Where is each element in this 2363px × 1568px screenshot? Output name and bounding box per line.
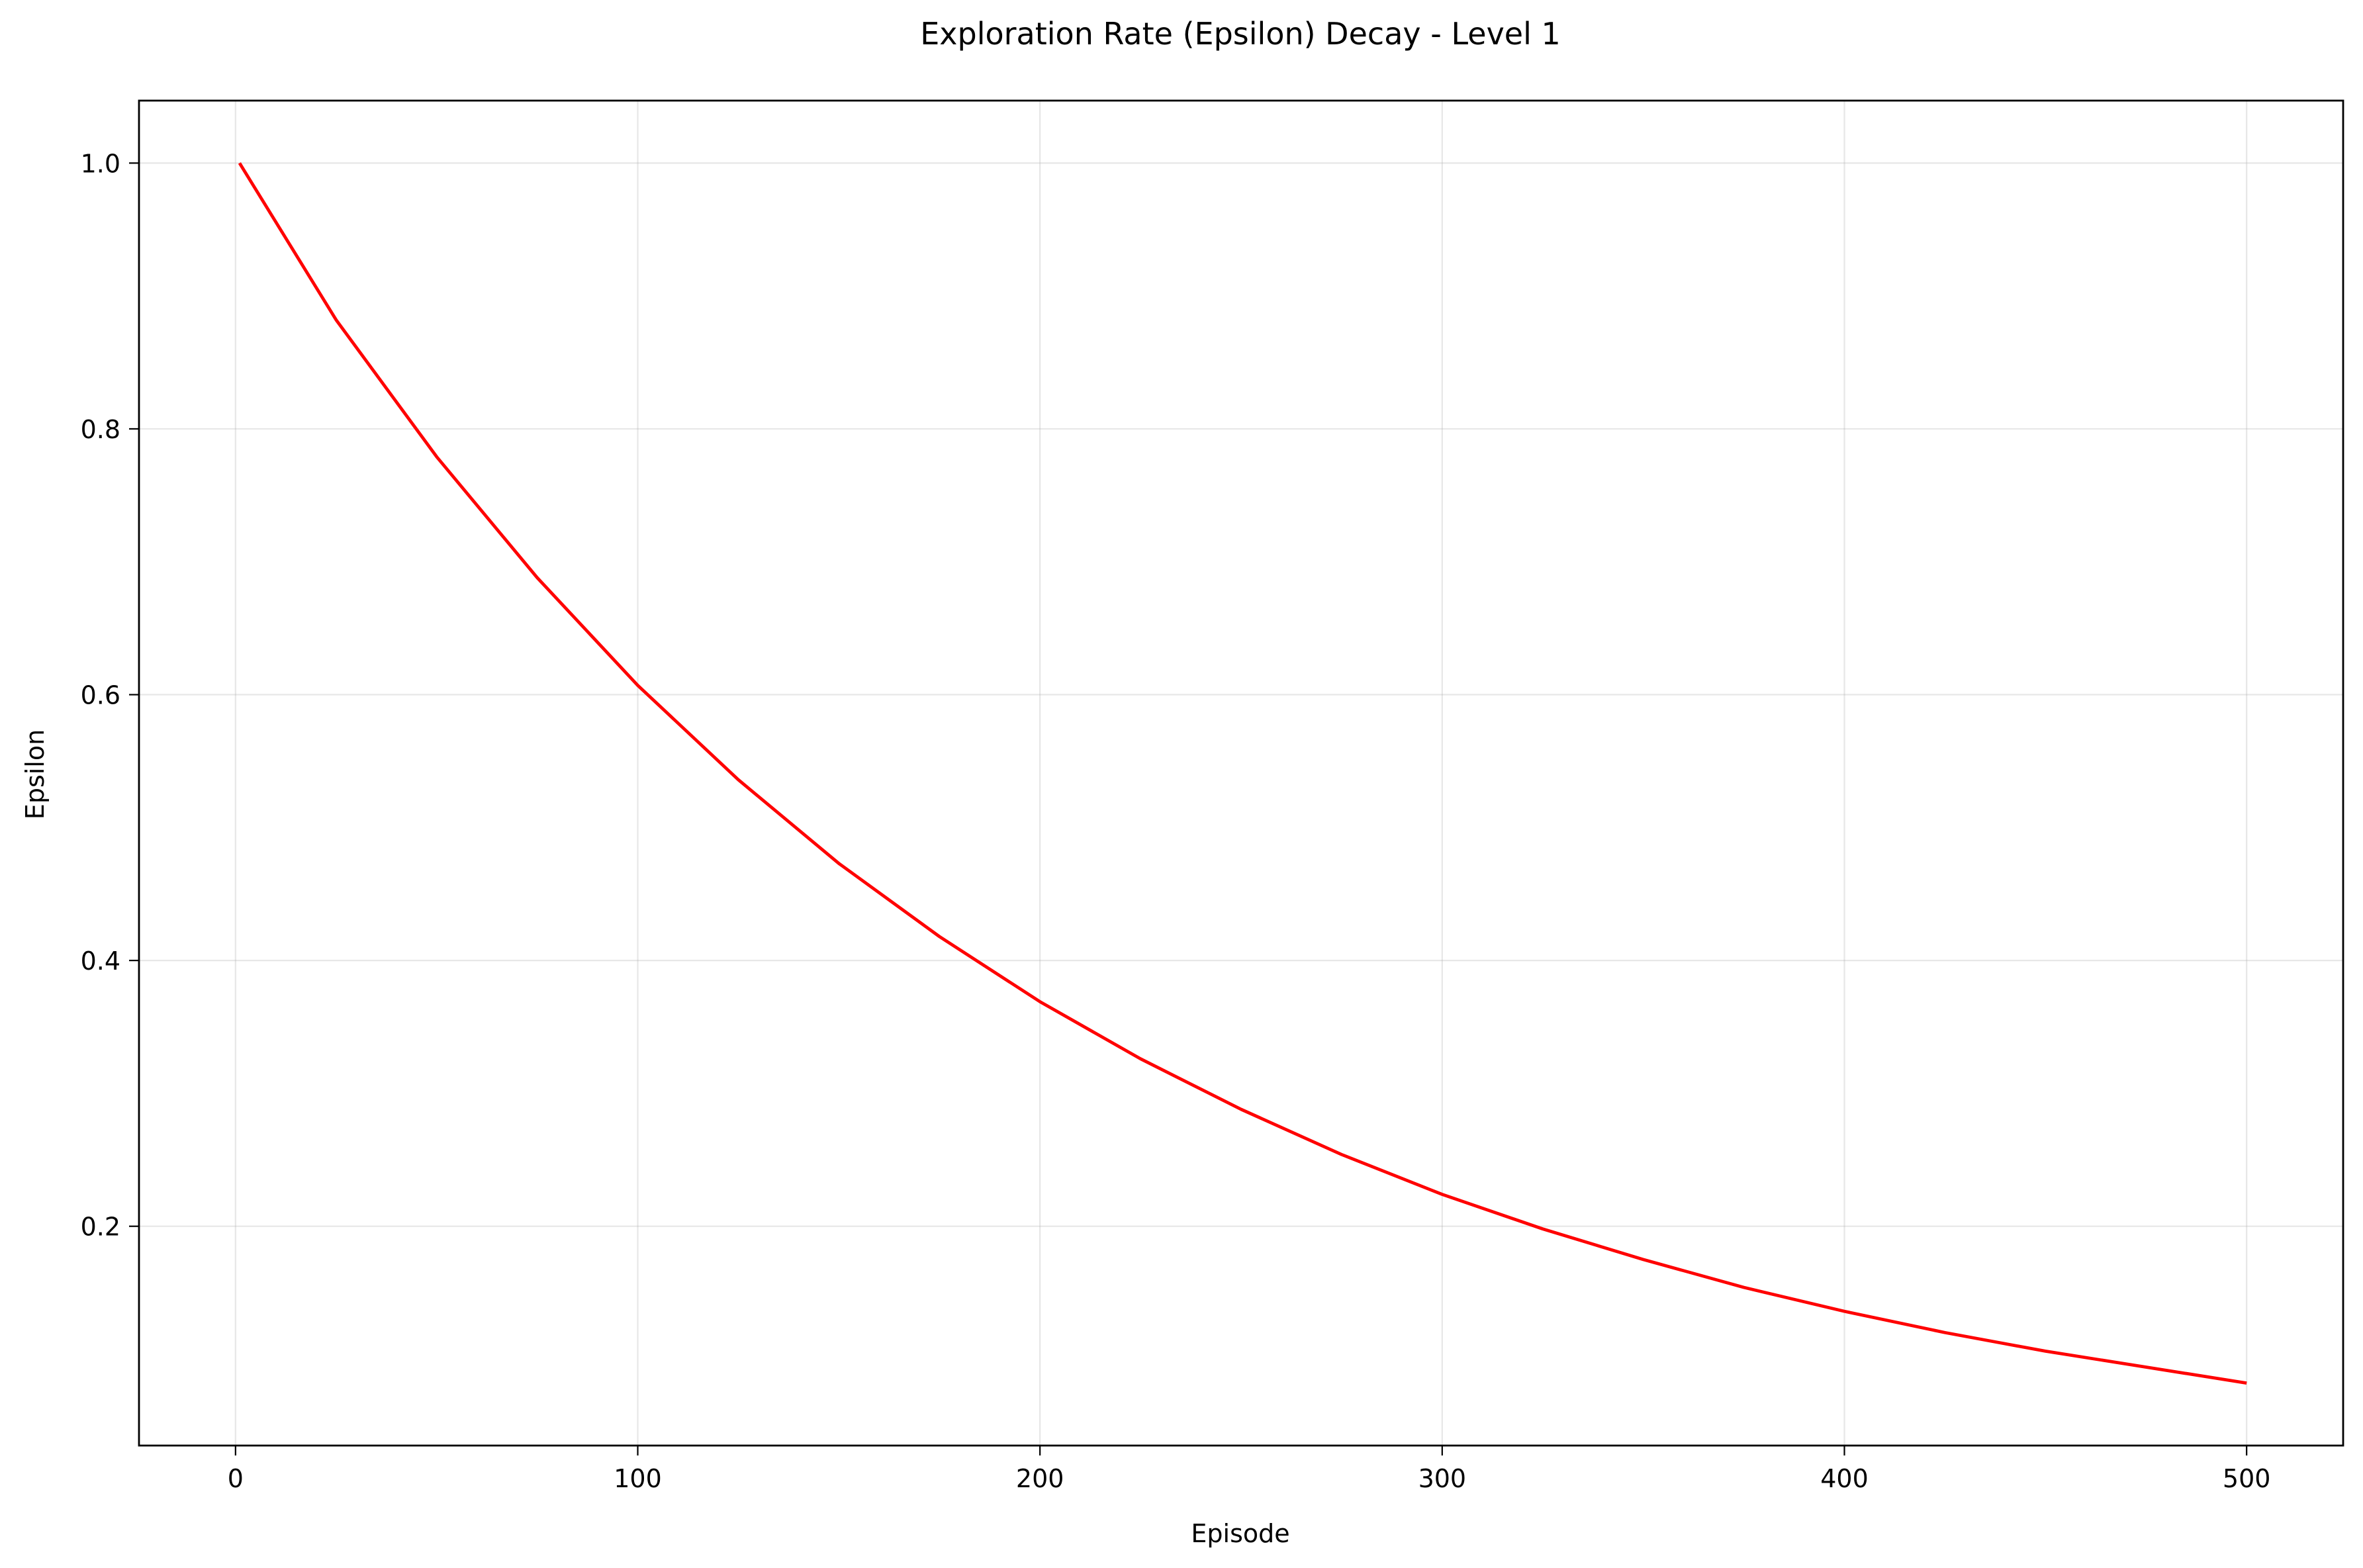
grid-layer [139, 101, 2343, 1446]
y-tick-label: 0.8 [81, 415, 120, 444]
plot-frame [138, 99, 2344, 1447]
x-tick-label: 200 [1016, 1464, 1064, 1493]
series-layer [238, 162, 2247, 1385]
x-tick-label: 100 [614, 1464, 662, 1493]
series-line [238, 162, 2247, 1385]
ticks-layer: 0 100 200 300 400 500 0.2 0.4 0.6 0.8 1.0 [81, 149, 2271, 1493]
x-axis-label: Episode [1191, 1519, 1289, 1548]
x-tick-label: 500 [2223, 1464, 2271, 1493]
y-tick-label: 0.6 [81, 681, 120, 710]
y-tick-label: 0.4 [81, 946, 120, 976]
chart-title: Exploration Rate (Epsilon) Decay - Level… [920, 16, 1561, 52]
y-axis-label: Epsilon [21, 729, 50, 819]
x-tick-label: 0 [228, 1464, 244, 1493]
x-tick-label: 300 [1418, 1464, 1467, 1493]
y-tick-label: 1.0 [81, 149, 120, 178]
y-tick-label: 0.2 [81, 1213, 120, 1242]
x-tick-label: 400 [1820, 1464, 1869, 1493]
